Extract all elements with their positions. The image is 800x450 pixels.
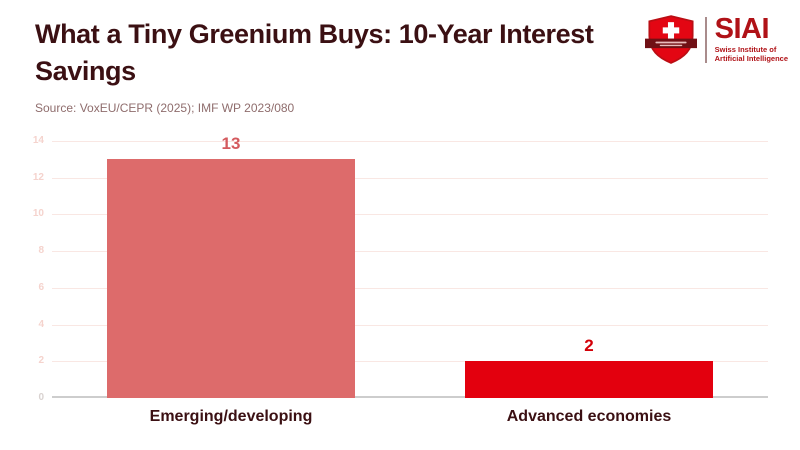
- gridline-y12: [52, 177, 768, 179]
- value-label-advanced-economies: 2: [584, 336, 594, 356]
- logo-text-block: SIAI Swiss Institute of Artificial Intel…: [714, 13, 788, 64]
- logo-divider: [704, 16, 707, 63]
- y-tick-label-6: 6: [38, 281, 44, 293]
- plot-area: 13 2: [52, 134, 768, 398]
- gridline-y4: [52, 324, 768, 326]
- value-label-emerging-developing: 13: [221, 134, 241, 154]
- y-tick-label-2: 2: [38, 355, 44, 367]
- siai-logo: SIAI Swiss Institute of Artificial Intel…: [644, 13, 788, 64]
- y-tick-label-14: 14: [32, 135, 44, 146]
- y-tick-label-12: 12: [32, 171, 44, 183]
- y-tick-label-4: 4: [38, 318, 44, 330]
- logo-subtitle-line1: Swiss Institute of: [714, 45, 777, 54]
- y-tick-label-8: 8: [38, 245, 44, 257]
- gridline-y2: [52, 361, 768, 363]
- gridline-y8: [52, 251, 768, 253]
- category-label-advanced-economies: Advanced economies: [506, 408, 672, 425]
- y-tick-label-0: 0: [38, 392, 44, 403]
- bar-emerging-developing: [107, 159, 355, 398]
- gridline-y10: [52, 214, 768, 216]
- y-tick-label-10: 10: [32, 208, 44, 220]
- gridline-y14: [52, 141, 768, 142]
- swiss-shield-icon: [644, 15, 697, 64]
- chart-title: What a Tiny Greenium Buys: 10-Year Inter…: [35, 19, 594, 86]
- y-axis: 0 2 4 6 8 10 12 14: [18, 135, 44, 403]
- gridline-y6: [52, 287, 768, 289]
- source-note: Source: VoxEU/CEPR (2025); IMF WP 2023/0…: [35, 101, 295, 115]
- category-label-emerging-developing: Emerging/developing: [149, 408, 313, 425]
- bar-advanced-economies: [465, 361, 713, 398]
- logo-subtitle-line2: Artificial Intelligence: [714, 54, 788, 63]
- logo-acronym: SIAI: [714, 13, 770, 45]
- x-axis: Emerging/developing Advanced economies: [52, 407, 768, 437]
